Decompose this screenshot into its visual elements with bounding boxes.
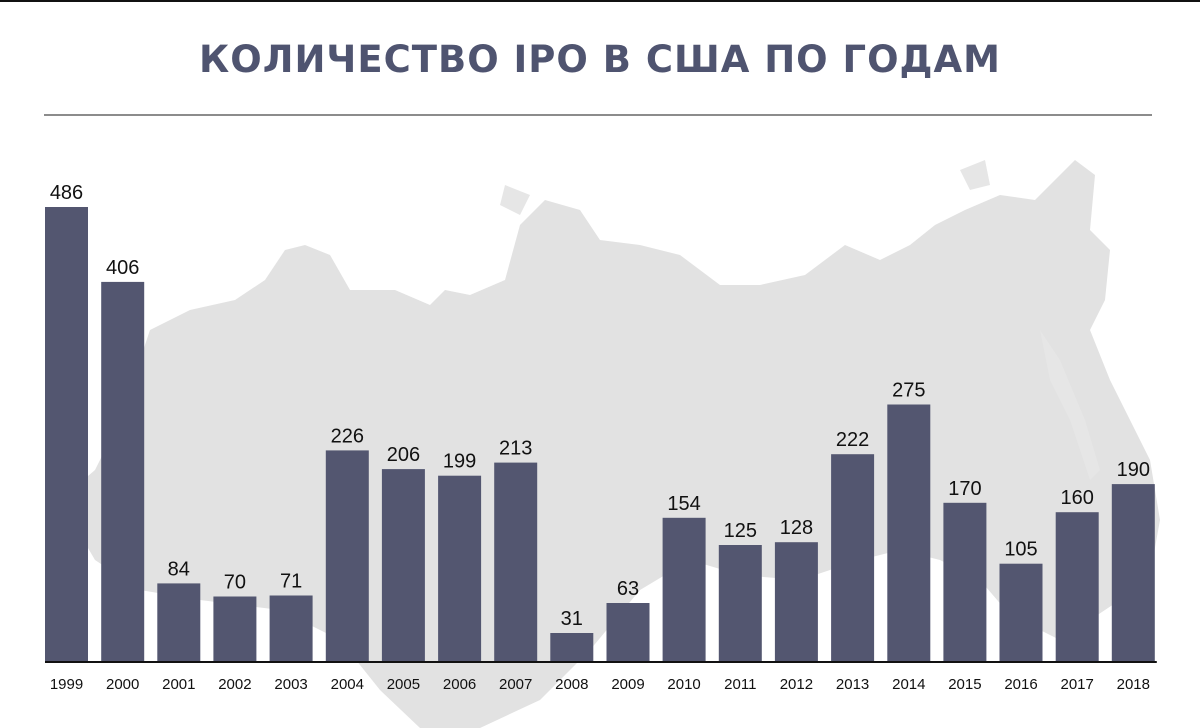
title-divider <box>44 114 1152 116</box>
x-tick-label-2016: 2016 <box>1004 676 1037 693</box>
bar-2014 <box>887 404 931 662</box>
bar-2005 <box>381 469 425 662</box>
bar-2001 <box>157 583 201 662</box>
bar-2009 <box>606 603 650 662</box>
value-label-2008: 31 <box>561 608 583 630</box>
bar-2017 <box>1055 512 1099 662</box>
x-tick-label-2006: 2006 <box>443 676 476 693</box>
x-tick-label-2013: 2013 <box>836 676 869 693</box>
bar-2013 <box>831 454 875 662</box>
value-label-2007: 213 <box>499 438 532 460</box>
x-tick-label-2003: 2003 <box>274 676 307 693</box>
bar-2002 <box>213 596 257 662</box>
x-tick-label-2005: 2005 <box>387 676 420 693</box>
value-label-2010: 154 <box>667 493 700 515</box>
x-tick-label-2011: 2011 <box>724 676 756 693</box>
value-label-2011: 125 <box>724 520 757 542</box>
x-tick-label-2018: 2018 <box>1117 676 1150 693</box>
value-label-2003: 71 <box>280 571 302 593</box>
value-label-2002: 70 <box>224 572 246 594</box>
value-label-2005: 206 <box>387 444 420 466</box>
value-label-2018: 190 <box>1117 459 1150 481</box>
value-label-2017: 160 <box>1061 487 1094 509</box>
x-tick-label-2008: 2008 <box>555 676 588 693</box>
bar-2000 <box>101 281 145 662</box>
value-label-2000: 406 <box>106 257 139 279</box>
value-label-2016: 105 <box>1004 539 1037 561</box>
bar-2016 <box>999 563 1043 662</box>
value-label-1999: 486 <box>50 182 83 204</box>
bar-2011 <box>718 545 762 662</box>
x-tick-label-2000: 2000 <box>106 676 139 693</box>
bar-2004 <box>325 450 369 662</box>
x-tick-label-2017: 2017 <box>1061 676 1094 693</box>
bar-2006 <box>438 475 482 662</box>
top-border <box>0 0 1200 2</box>
value-label-2006: 199 <box>443 451 476 473</box>
bar-1999 <box>45 207 88 662</box>
value-label-2001: 84 <box>168 558 190 580</box>
bar-2003 <box>269 595 313 662</box>
x-tick-label-1999: 1999 <box>50 676 83 693</box>
x-tick-label-2004: 2004 <box>331 676 364 693</box>
x-tick-label-2007: 2007 <box>499 676 532 693</box>
x-tick-label-2001: 2001 <box>162 676 195 693</box>
bar-2015 <box>943 502 987 662</box>
chart-title: КОЛИЧЕСТВО IPO В США ПО ГОДАМ <box>199 38 1001 81</box>
bar-2010 <box>662 517 706 662</box>
x-tick-label-2012: 2012 <box>780 676 813 693</box>
bar-2012 <box>774 542 818 662</box>
x-tick-label-2015: 2015 <box>948 676 981 693</box>
value-label-2009: 63 <box>617 578 639 600</box>
value-label-2012: 128 <box>780 517 813 539</box>
x-tick-label-2002: 2002 <box>218 676 251 693</box>
value-label-2014: 275 <box>892 380 925 402</box>
bar-2007 <box>494 462 538 662</box>
value-label-2015: 170 <box>948 478 981 500</box>
bar-2008 <box>550 633 594 662</box>
value-label-2004: 226 <box>331 425 364 447</box>
x-tick-label-2009: 2009 <box>611 676 644 693</box>
bar-2018 <box>1111 484 1155 662</box>
x-tick-label-2014: 2014 <box>892 676 925 693</box>
value-label-2013: 222 <box>836 429 869 451</box>
x-tick-label-2010: 2010 <box>667 676 700 693</box>
